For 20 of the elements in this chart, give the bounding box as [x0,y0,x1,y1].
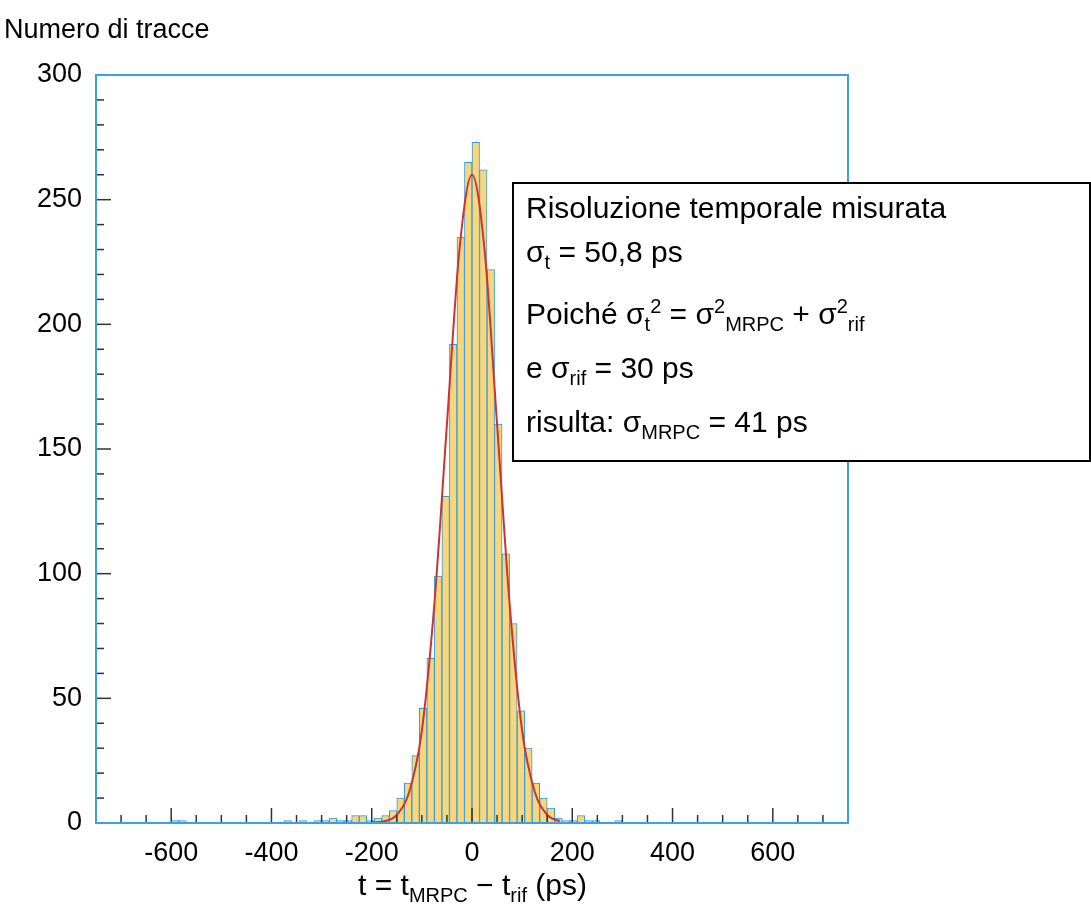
y-axis-title: Numero di tracce [4,14,210,45]
y-tick-label: 250 [36,183,82,214]
annotation: e σ$_{rif}$ = 30 ps [526,350,695,391]
x-axis-title: t = t$_{MRPC}$ − t$_{rif}$ (ps) [357,868,588,907]
x-tick-label: 600 [750,836,796,867]
y-tick-label: 200 [36,307,82,338]
annotation: Risoluzione temporale misurata [526,190,948,226]
x-tick-label: -200 [344,836,399,867]
x-tick-label: 400 [650,836,696,867]
x-tick-label: 0 [464,836,480,867]
x-tick-label: -600 [144,836,199,867]
y-tick-label: 100 [36,557,82,588]
annotation: σ$_{t}$ = 50,8 ps [526,234,684,275]
y-tick-label: 150 [36,432,82,463]
y-tick-label: 300 [36,58,82,89]
x-tick-label: 200 [549,836,595,867]
x-tick-label: -400 [244,836,299,867]
y-tick-label: 50 [51,681,82,712]
y-tick-label: 0 [66,806,82,837]
annotation: risulta: σ$_{MRPC}$ = 41 ps [526,404,809,445]
